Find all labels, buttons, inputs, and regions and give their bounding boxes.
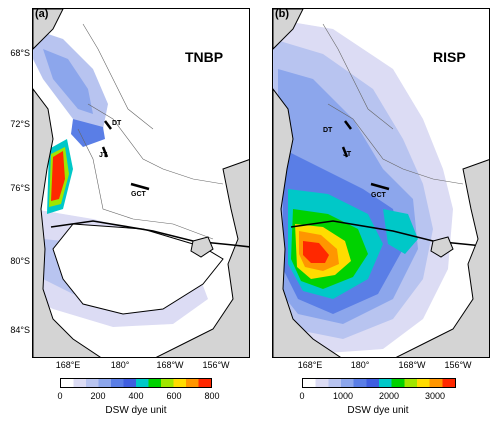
lon-tick: 180°: [350, 360, 370, 370]
land-mass-east: [395, 159, 489, 357]
panel-letter: (a): [35, 8, 49, 20]
colorbar-tick: 1000: [332, 391, 354, 401]
land-mass-west: [33, 88, 101, 357]
lon-tick: 156°W: [444, 360, 472, 370]
lat-tick: 80°S: [10, 256, 30, 266]
colorbar-tick: 3000: [424, 391, 446, 401]
lon-tick: 156°W: [202, 360, 230, 370]
ice-shelf: [52, 223, 224, 315]
label-dt: DT: [323, 127, 333, 134]
ice-front-line: [50, 220, 249, 248]
label-gct: GCT: [131, 191, 146, 198]
lon-tick: 180°: [110, 360, 130, 370]
bathymetry-contour-3: [82, 23, 154, 130]
lat-tick: 72°S: [10, 119, 30, 129]
map-panel-risp: (b) RISP DT JT GCT: [272, 8, 490, 358]
transect-jt: [341, 146, 349, 158]
bathymetry-contour-2: [77, 128, 214, 240]
land-mass-north: [33, 9, 64, 50]
panel-title: RISP: [433, 49, 466, 65]
label-dt: DT: [112, 120, 122, 127]
lon-tick: 168°W: [156, 360, 184, 370]
map-panel-tnbp: (a) TNBP DT JT GCT: [32, 8, 250, 358]
dye-field-coastal-mid: [43, 49, 93, 114]
colorbar-tick: 600: [166, 391, 182, 401]
colorbar-tick: 2000: [378, 391, 400, 401]
lat-tick: 68°S: [10, 48, 30, 58]
map-canvas-tnbp: [33, 9, 249, 357]
lon-tick: 168°E: [55, 360, 81, 370]
map-canvas-risp: [273, 9, 489, 357]
lat-tick: 76°S: [10, 183, 30, 193]
colorbar-tick: 200: [90, 391, 106, 401]
bathymetry-contour-2: [322, 23, 394, 130]
colorbar-tick: 0: [57, 391, 63, 401]
colorbar-tick: 0: [299, 391, 305, 401]
transect-jt: [101, 146, 109, 158]
lon-tick: 168°W: [398, 360, 426, 370]
transect-dt: [344, 120, 352, 130]
transect-gct: [370, 182, 390, 191]
land-mass-west: [273, 88, 341, 357]
colorbar-tick: 800: [204, 391, 220, 401]
panel-letter: (b): [275, 8, 290, 20]
roosevelt-island: [190, 236, 214, 258]
colorbar-risp: [302, 378, 456, 388]
transect-gct: [130, 182, 150, 191]
colorbar-tnbp: [60, 378, 212, 388]
roosevelt-island: [430, 236, 454, 258]
bathymetry-contour: [87, 103, 224, 185]
dye-field-red: [303, 241, 329, 263]
land-mass-north: [273, 9, 304, 50]
label-jt: JT: [343, 151, 352, 158]
panel-title: TNBP: [185, 49, 224, 65]
dye-field-medium: [71, 119, 105, 147]
label-jt: JT: [99, 152, 108, 159]
lat-tick: 84°S: [10, 325, 30, 335]
lon-tick: 168°E: [297, 360, 323, 370]
colorbar-tick: 400: [128, 391, 144, 401]
label-gct: GCT: [371, 192, 386, 199]
transect-dt: [104, 120, 112, 130]
colorbar-unit: DSW dye unit: [347, 405, 409, 416]
dye-plume-red: [51, 151, 65, 201]
colorbar-unit: DSW dye unit: [105, 405, 167, 416]
land-mass-east: [155, 159, 249, 357]
dye-field-east-green: [383, 209, 418, 254]
bathymetry-contour: [327, 103, 464, 185]
